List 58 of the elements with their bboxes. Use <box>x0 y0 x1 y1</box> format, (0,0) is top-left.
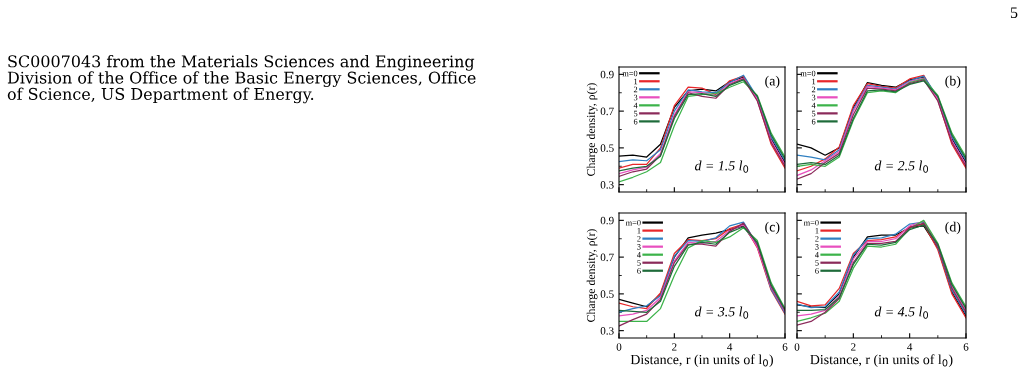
legend-label: m=0 <box>803 219 819 226</box>
y-axis-title: Charge density, ρ(r) <box>586 83 598 176</box>
x-axis-title: Distance, r (in units of l$_{0}$) <box>630 354 773 368</box>
legend-label: 5 <box>637 260 641 266</box>
x-tick-label: 0 <box>794 343 800 351</box>
legend-label: 6 <box>637 268 641 274</box>
annotation: d = 1.5 l$_{0}$ <box>694 160 749 173</box>
text: 5 <box>1010 7 1018 18</box>
x-tick-label: 6 <box>782 343 788 351</box>
legend-label: 4 <box>637 252 641 258</box>
y-tick-label: 0.5 <box>600 290 614 298</box>
legend-label: m=0 <box>622 70 638 77</box>
x-axis-title: Distance, r (in units of l$_{0}$) <box>810 354 953 368</box>
y-tick-label: 0.5 <box>600 144 614 152</box>
legend-label: 2 <box>815 236 819 242</box>
y-tick-label: 0.7 <box>600 253 614 262</box>
x-tick-label: 4 <box>907 343 913 351</box>
x-tick-label: 2 <box>851 343 856 351</box>
annotation: d = 4.5 l$_{0}$ <box>874 306 929 319</box>
legend-label: 6 <box>811 118 816 125</box>
y-axis-title: Charge density, ρ(r) <box>586 229 598 322</box>
legend-label: 4 <box>815 252 819 258</box>
legend-label: 3 <box>637 244 641 250</box>
legend-label: 1 <box>637 228 641 234</box>
annotation: (a) <box>765 75 780 89</box>
legend-label: 2 <box>811 86 816 93</box>
legend-label: 2 <box>633 86 638 93</box>
x-tick-label: 2 <box>672 343 677 351</box>
legend-label: 5 <box>815 260 819 266</box>
annotation: d = 2.5 l$_{0}$ <box>874 160 929 173</box>
legend-label: 2 <box>637 236 641 242</box>
x-tick-label: 0 <box>616 343 622 351</box>
text: SC0007043 from the Materials Sciences and Engineering Division of the Office of the Basic Energy Sciences, Office of Science, US Department of Energy. <box>7 55 476 104</box>
legend-label: 4 <box>633 102 638 109</box>
y-tick-label: 0.9 <box>600 216 614 225</box>
legend-label: 5 <box>634 110 638 117</box>
legend-label: 6 <box>815 268 819 274</box>
legend-label: 1 <box>815 228 819 234</box>
annotation: (b) <box>945 75 961 89</box>
y-tick-label: 0.7 <box>600 107 614 116</box>
x-tick-label: 4 <box>727 343 733 351</box>
legend-label: 3 <box>815 244 819 250</box>
annotation: d = 3.5 l$_{0}$ <box>694 306 749 319</box>
legend-label: 5 <box>812 110 816 117</box>
y-tick-label: 0.3 <box>600 327 614 335</box>
x-tick-label: 6 <box>963 343 969 351</box>
legend-label: 4 <box>811 102 816 109</box>
legend-label: m=0 <box>625 219 641 226</box>
legend-label: 3 <box>811 94 816 101</box>
legend-label: m=0 <box>800 70 816 77</box>
legend-label: 6 <box>633 118 638 125</box>
annotation: (d) <box>945 221 961 235</box>
legend-label: 3 <box>633 94 638 101</box>
y-tick-label: 0.3 <box>600 181 614 189</box>
legend-label: 1 <box>812 78 816 85</box>
legend-label: 1 <box>634 78 638 85</box>
y-tick-label: 0.9 <box>600 70 614 79</box>
annotation: (c) <box>765 221 780 235</box>
